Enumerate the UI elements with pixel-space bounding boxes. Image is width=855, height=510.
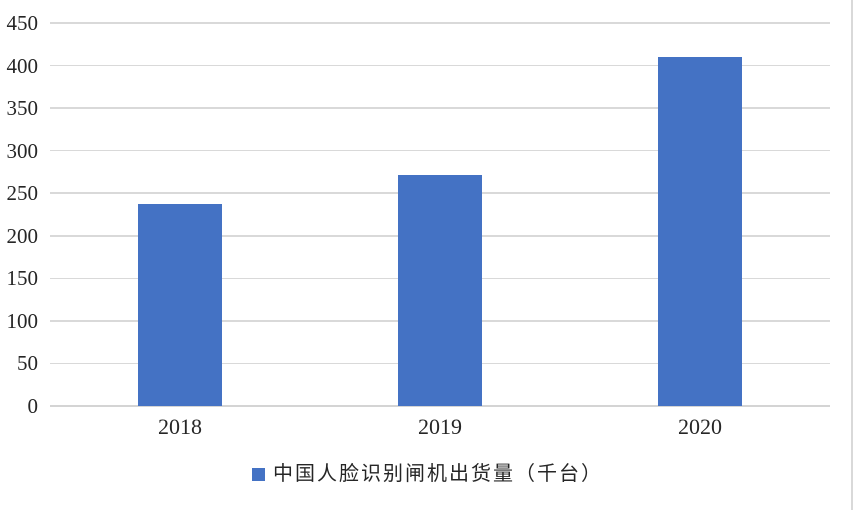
gridline [50,22,830,24]
y-tick-label: 0 [27,394,39,418]
bar-2020 [658,57,742,406]
x-tick-label: 2018 [158,414,202,439]
x-tick-label: 2019 [418,414,462,439]
gridline [50,107,830,109]
chart-right-border [851,0,853,510]
y-tick-label: 400 [6,53,39,78]
y-tick-label: 350 [6,96,39,121]
y-tick-label: 450 [6,11,39,35]
gridline [50,149,830,152]
bar-2018 [138,204,222,406]
x-axis-line [50,405,830,407]
plot-area [50,22,830,407]
y-tick-label: 100 [6,308,39,333]
y-tick-label: 250 [6,181,39,206]
legend-marker-icon [252,467,265,481]
bar-2019 [398,174,482,406]
legend: 中国人脸识别闸机出货量（千台） [0,461,855,487]
y-tick-label: 300 [6,138,39,163]
legend-label: 中国人脸识别闸机出货量（千台） [273,463,603,485]
y-tick-label: 50 [17,351,38,376]
x-axis-labels: 2018 2019 2020 [50,414,830,444]
gridline [50,64,830,67]
y-tick-label: 150 [6,266,39,291]
y-axis-labels: 0 50 100 150 200 250 300 350 400 450 [0,0,39,510]
x-tick-label: 2020 [678,414,722,439]
y-tick-label: 200 [6,223,39,248]
